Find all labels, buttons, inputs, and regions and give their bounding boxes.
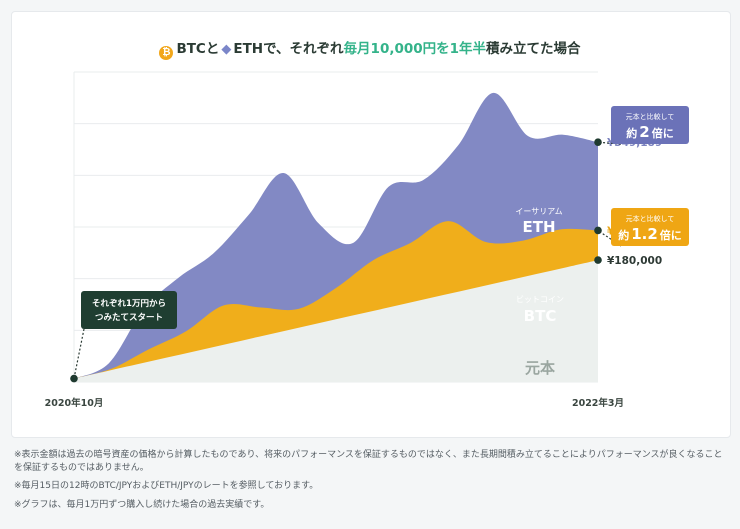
footnotes: ※表示金額は過去の暗号資産の価格から計算したものであり、将来のパフォーマンスを保… (14, 449, 726, 517)
btc-ratio-callout-ratio-suffix: 倍に (660, 228, 682, 242)
start-dot (70, 374, 78, 383)
chart-title: ₿ BTCと ◆ ETHで、それぞれ毎月10,000円を1年半積み立てた場合 (0, 37, 740, 60)
eth-ratio-callout-ratio-value: 2 (639, 123, 649, 141)
eth-end-dot (594, 138, 602, 147)
eth-ratio-callout-box (611, 106, 689, 144)
footnote-3: ※グラフは、毎月1万円ずつ購入し続けた場合の過去実績です。 (14, 499, 270, 510)
principal-end-value: ¥180,000 (607, 255, 662, 267)
eth-ratio-callout-ratio-prefix: 約 (626, 126, 637, 140)
btc-series-sublabel: ビットコイン (516, 295, 564, 304)
principal-series-label: 元本 (525, 359, 555, 377)
btc-ratio-callout-ratio-value: 1.2 (631, 225, 658, 243)
eth-series-sublabel: イーサリアム (515, 207, 562, 216)
footnote-2: ※毎月15日の12時のBTC/JPYおよびETH/JPYのレートを参照しておりま… (14, 481, 319, 491)
x-axis-start-label: 2020年10月 (45, 397, 104, 409)
btc-ratio-callout-ratio: 約 1.2 倍に (618, 225, 682, 243)
ethereum-icon: ◆ (221, 42, 232, 57)
title-and: と (205, 41, 220, 57)
btc-ratio-callout-ratio-prefix: 約 (618, 228, 629, 242)
title-end: 積み立てた場合 (486, 41, 581, 57)
footnote-1: ※表示金額は過去の暗号資産の価格から計算したものであり、将来のパフォーマンスを保… (14, 450, 723, 473)
title-eth: ETH (233, 41, 264, 57)
principal-end-dot (594, 256, 602, 264)
start-callout-leader (73, 328, 85, 379)
eth-ratio-callout-ratio: 約 2 倍に (626, 123, 673, 141)
eth-series-label: ETH (522, 218, 555, 236)
start-callout-line1: それぞれ1万円から (92, 299, 166, 309)
eth-ratio-callout-ratio-suffix: 倍に (652, 126, 674, 140)
title-highlight: 毎月10,000円を1年半 (343, 41, 487, 57)
start-callout-line2: つみたてスタート (95, 312, 163, 323)
eth-ratio-callout-caption: 元本と比較して (626, 112, 675, 121)
btc-ratio-callout-caption: 元本と比較して (626, 214, 675, 223)
title-btc: BTC (176, 41, 206, 57)
title-middle: で、それぞれ (263, 41, 344, 57)
area-chart: イーサリアムETHビットコインBTC元本¥349,189¥222,494¥180… (45, 71, 689, 409)
bitcoin-icon: ₿ (159, 46, 174, 60)
btc-series-label: BTC (524, 307, 557, 325)
principal-area (74, 260, 598, 382)
btc-ratio-callout-box (611, 208, 689, 246)
start-callout-box (81, 291, 177, 329)
x-axis-end-label: 2022年3月 (572, 397, 624, 409)
